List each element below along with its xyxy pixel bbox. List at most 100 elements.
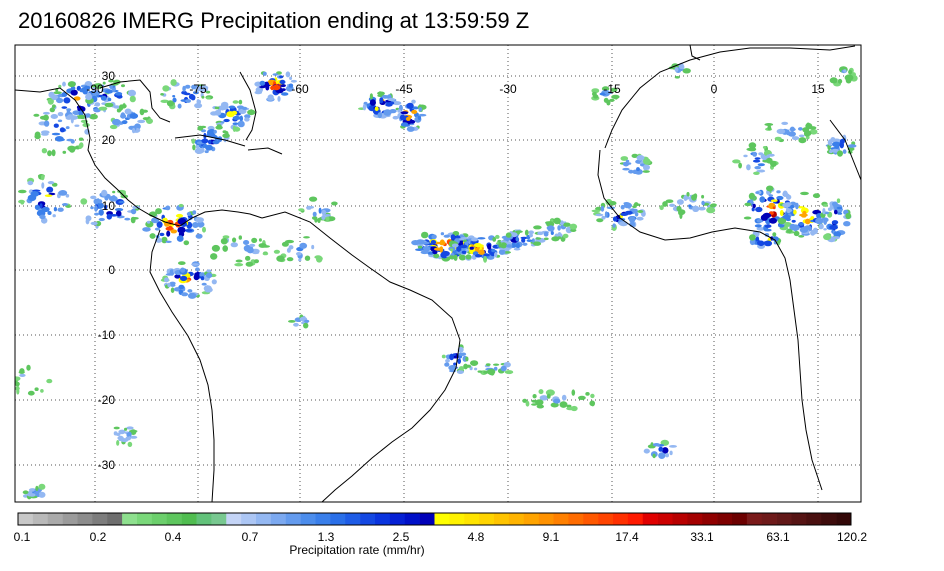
precip-cell <box>513 247 521 251</box>
precip-cell <box>176 235 184 242</box>
precip-cell <box>782 202 791 208</box>
colorbar-swatch <box>181 513 197 525</box>
precip-cell <box>776 128 786 135</box>
precip-cell <box>743 154 748 158</box>
precip-cell <box>159 232 165 237</box>
precip-cell <box>400 111 409 115</box>
precip-cell <box>170 229 178 234</box>
precip-cell <box>438 256 442 260</box>
precip-cell <box>536 404 544 409</box>
precip-cell <box>668 66 676 70</box>
precip-cell <box>156 222 162 226</box>
precip-cell <box>206 269 212 273</box>
precip-cell <box>839 141 844 149</box>
precip-cell <box>192 210 197 215</box>
precip-cell <box>67 81 76 88</box>
precip-cell <box>77 114 86 119</box>
colorbar-swatch <box>672 513 688 525</box>
precip-cell <box>102 81 106 85</box>
precip-cell <box>298 208 305 212</box>
precip-cell <box>46 378 53 384</box>
precip-cell <box>175 213 184 218</box>
precip-cell <box>440 232 445 236</box>
precip-cell <box>652 453 656 459</box>
precip-cell <box>743 216 752 220</box>
precip-cell <box>471 237 479 242</box>
precip-cell <box>65 205 72 208</box>
precip-cell <box>369 93 373 100</box>
precip-cell <box>636 216 644 221</box>
precip-cell <box>493 363 500 366</box>
precip-cell <box>62 81 66 87</box>
precip-cell <box>121 84 125 88</box>
precip-cell <box>642 170 650 173</box>
precip-cell <box>238 99 243 105</box>
precip-cell <box>537 231 544 236</box>
precip-cell <box>463 363 468 370</box>
precip-cell <box>557 236 562 240</box>
precip-cell <box>202 226 206 233</box>
precip-cell <box>553 217 561 225</box>
precip-cell <box>522 242 528 246</box>
precip-cell <box>433 253 440 259</box>
precip-cell <box>311 244 315 250</box>
latitude-label: 30 <box>102 69 116 83</box>
precip-cell <box>180 275 188 282</box>
colorbar-tick-label: 0.2 <box>89 530 107 544</box>
precip-cell <box>827 139 833 146</box>
precip-cell <box>272 84 281 91</box>
colorbar-swatch <box>211 513 227 525</box>
precip-cell <box>469 246 474 250</box>
precip-cell <box>637 210 644 213</box>
precip-cell <box>478 249 485 255</box>
precip-cell <box>26 364 31 371</box>
precip-cell <box>314 217 318 223</box>
precip-cell <box>56 138 65 142</box>
graticule <box>15 45 861 502</box>
precip-cell <box>200 276 205 281</box>
precip-cell <box>131 217 139 220</box>
precip-cell <box>169 281 176 285</box>
precip-cell <box>244 114 251 119</box>
colorbar-frame <box>17 512 852 526</box>
precip-cell <box>829 224 838 230</box>
precip-cell <box>834 209 838 215</box>
colorbar-swatch <box>151 513 168 525</box>
precip-cell <box>103 204 108 210</box>
precip-cell <box>61 203 69 206</box>
precip-cell <box>764 224 772 228</box>
precip-cell <box>524 229 529 236</box>
precip-cell <box>41 182 45 189</box>
precip-cell <box>194 148 204 154</box>
colorbar-swatch <box>538 513 554 525</box>
precip-cell <box>215 125 223 130</box>
precip-cell <box>236 105 244 109</box>
precip-cell <box>686 192 690 197</box>
precip-cell <box>532 394 537 399</box>
precip-cell <box>460 237 470 240</box>
colorbar-tick-label: 0.4 <box>164 530 182 544</box>
precip-cell <box>561 394 567 401</box>
precip-cell <box>61 106 68 109</box>
precip-cell <box>658 446 664 452</box>
precip-cell <box>836 198 841 203</box>
precip-cell <box>174 274 181 279</box>
precip-cell <box>180 267 186 273</box>
precip-cell <box>810 229 816 236</box>
precip-cell <box>643 448 650 454</box>
precip-cell <box>185 99 192 103</box>
precip-cell <box>113 431 118 436</box>
precip-cell <box>34 131 41 138</box>
precip-cell <box>823 233 832 241</box>
precip-cell <box>487 243 492 250</box>
precip-cell <box>205 90 211 94</box>
precip-cell <box>397 109 402 113</box>
precip-cell <box>406 126 415 132</box>
precip-cell <box>239 115 243 122</box>
precip-cell <box>612 216 618 222</box>
precip-cell <box>492 237 497 242</box>
precip-cell <box>285 71 291 78</box>
colorbar-tick-label: 17.4 <box>615 530 639 544</box>
precip-cell <box>170 287 175 294</box>
precip-cell <box>603 97 609 103</box>
